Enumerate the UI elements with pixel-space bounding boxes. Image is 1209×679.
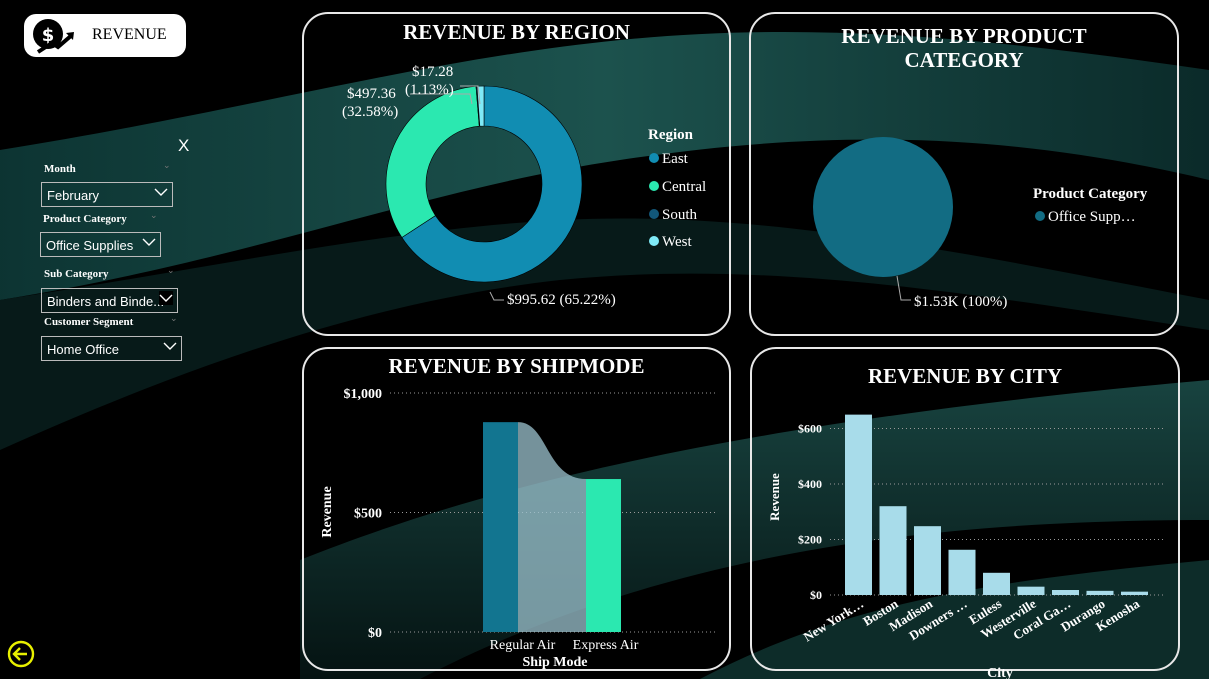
dropdown-arrow-icon [159,291,173,305]
central-data-label-value: $497.36 [347,86,396,102]
central-data-label-percent: (32.58%) [342,104,399,120]
customer-segment-dropdown-value: Home Office [47,342,120,357]
city-bar[interactable] [1121,591,1148,595]
chevron-down-icon[interactable]: ⌄ [150,211,158,221]
product-category-pie-chart [813,137,953,301]
product-category-slicer-title: Product Category [43,213,127,225]
east-data-label: $995.62 (65.22%) [507,292,616,308]
x-axis-title: City [987,666,1013,679]
bar-regular-air[interactable] [483,422,518,632]
legend-label: East [662,151,688,167]
city-bar[interactable] [1052,590,1079,595]
revenue-nav-button[interactable]: $ REVENUE [24,14,186,57]
y-axis-title: Revenue [767,473,782,521]
legend-dot [649,181,659,191]
shipmode-ribbon-chart: $1,000 $500 $0 Revenue Regular Air Express Ai… [320,387,718,670]
y-axis-title: Revenue [320,486,335,537]
y-tick-label: $400 [798,477,822,491]
donut-slice-central[interactable] [385,86,480,238]
region-panel-title: REVENUE BY REGION [403,20,630,44]
x-tick-label: Regular Air [490,638,556,653]
city-panel: REVENUE BY CITY $600 $400 $200 $0 Revenue New… [750,347,1180,679]
customer-segment-dropdown[interactable]: Home Office [41,336,182,361]
legend-item-west[interactable]: West [649,234,692,251]
city-bar[interactable] [845,414,872,595]
y-tick-label: $1,000 [344,387,383,402]
label-leader-line [460,85,481,105]
legend-item-office-supplies[interactable]: Office Supp… [1035,209,1136,226]
x-axis-title: Ship Mode [523,655,588,670]
month-dropdown-value: February [47,188,100,203]
chevron-down-icon[interactable]: ⌄ [167,266,175,276]
y-tick-label: $0 [810,588,822,602]
west-data-label-value: $17.28 [412,64,454,80]
dropdown-arrow-icon [142,238,156,246]
legend-dot [649,153,659,163]
product-category-panel: REVENUE BY PRODUCT CATEGORY $1.53K (100%… [749,12,1179,336]
legend-label: Office Supp… [1048,209,1136,225]
revenue-nav-label: REVENUE [92,26,167,43]
city-bar[interactable] [948,549,976,595]
label-leader-line [896,275,911,301]
label-leader-line [489,291,504,301]
y-tick-label: $0 [368,626,382,641]
product-category-dropdown-value: Office Supplies [46,238,134,253]
product-category-dropdown[interactable]: Office Supplies [40,232,161,257]
legend-item-east[interactable]: East [649,151,688,168]
legend-dot [649,236,659,246]
revenue-dollar-icon: $ [33,19,74,54]
shipmode-panel: REVENUE BY SHIPMODE $1,000 $500 $0 Revenue R… [302,347,731,671]
back-arrow-icon[interactable] [7,640,35,668]
region-panel: REVENUE BY REGION $995.62 (65.22%) $497.… [302,12,731,336]
y-tick-label: $500 [354,507,382,522]
legend-item-central[interactable]: Central [649,179,706,196]
city-bar[interactable] [879,506,907,595]
city-panel-title: REVENUE BY CITY [867,364,1063,388]
chevron-down-icon[interactable]: ⌄ [170,314,178,324]
donut-slice-east[interactable] [401,85,583,283]
bar-express-air[interactable] [586,479,621,632]
label-leader-line [410,93,473,105]
close-filter-button[interactable]: X [178,136,190,155]
customer-segment-slicer-title: Customer Segment [44,316,134,328]
region-donut-chart [385,85,583,301]
pie-slice-office-supplies[interactable] [813,137,953,277]
west-data-label-percent: (1.13%) [405,82,454,98]
region-legend-title: Region [648,127,693,143]
x-tick-label: Express Air [573,638,639,653]
dropdown-arrow-icon [154,188,168,196]
legend-dot [649,209,659,219]
city-bar[interactable] [914,526,941,595]
city-bar[interactable] [983,572,1010,595]
svg-text:$: $ [42,25,55,46]
shipmode-ribbon [518,422,586,632]
y-tick-label: $200 [798,533,822,547]
legend-label: South [662,207,698,223]
legend-label: Central [662,179,707,195]
city-bar[interactable] [1086,590,1114,595]
chevron-down-icon[interactable]: ⌄ [163,161,171,171]
product-category-panel-title-line2: CATEGORY [904,48,1024,72]
legend-item-south[interactable]: South [649,207,697,224]
city-bar[interactable] [1017,586,1045,595]
office-supplies-data-label: $1.53K (100%) [914,294,1008,310]
legend-dot [1035,211,1045,221]
shipmode-panel-title: REVENUE BY SHIPMODE [388,354,645,378]
sub-category-dropdown[interactable]: Binders and Binde... [41,288,178,313]
sub-category-dropdown-value: Binders and Binde... [47,294,165,309]
product-category-legend-title: Product Category [1033,186,1148,202]
month-slicer-title: Month [44,163,76,175]
legend-label: West [662,234,692,250]
y-tick-label: $600 [798,422,822,436]
dropdown-arrow-icon [163,342,177,350]
sub-category-slicer-title: Sub Category [44,268,109,280]
product-category-panel-title-line1: REVENUE BY PRODUCT [841,24,1087,48]
month-dropdown[interactable]: February [41,182,173,207]
x-tick-label: New York… [801,596,866,645]
